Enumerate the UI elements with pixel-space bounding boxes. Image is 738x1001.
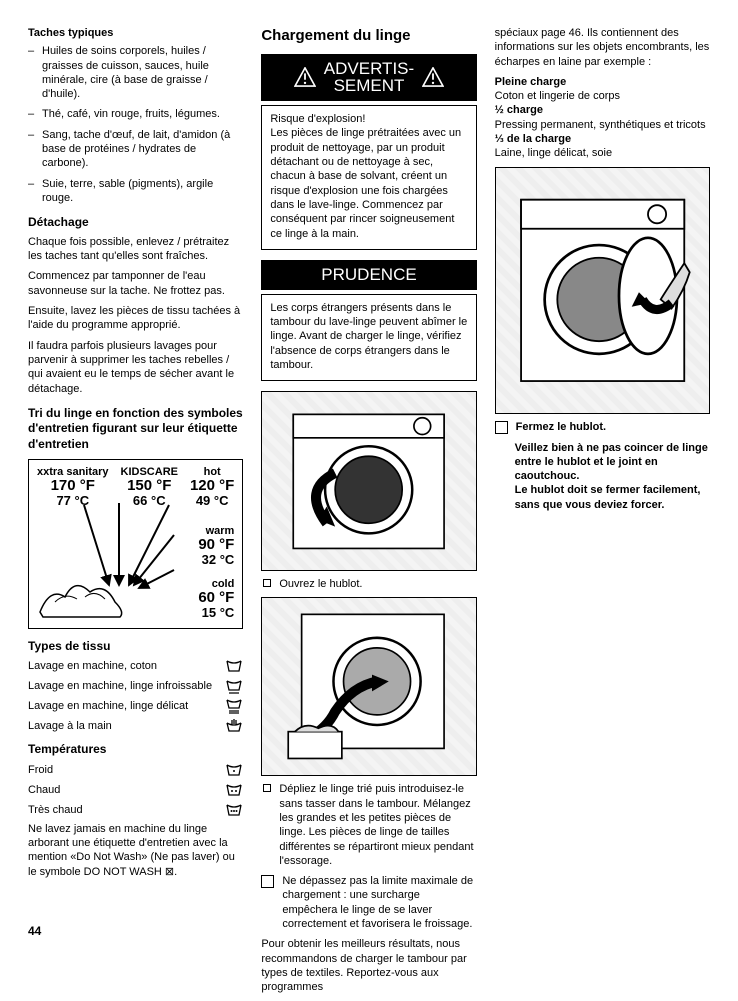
taches-title: Taches typiques xyxy=(28,26,243,40)
warning-triangle-icon xyxy=(294,67,316,87)
advert-title: ADVERTIS- SEMENT xyxy=(324,60,414,96)
tiers-body: Laine, linge délicat, soie xyxy=(495,147,612,159)
detachage-text: Chaque fois possible, enlevez / prétrait… xyxy=(28,235,243,264)
types-title: Types de tissu xyxy=(28,639,243,655)
detachage-text: Ensuite, lavez les pièces de tissu taché… xyxy=(28,304,243,333)
washer-icon xyxy=(278,406,459,557)
tache-item: Sang, tache d'œuf, de lait, d'amidon (à … xyxy=(42,128,243,171)
prudence-body: Les corps étrangers présents dans le tam… xyxy=(270,301,467,372)
bullet-icon xyxy=(263,784,271,792)
fabric-row: Lavage en machine, coton xyxy=(28,658,243,674)
pleine-body: Coton et lingerie de corps xyxy=(495,90,620,102)
temp-row-label: Très chaud xyxy=(28,803,83,817)
taches-list: Huiles de soins corporels, huiles / grai… xyxy=(28,44,243,205)
step-text: Dépliez le linge trié puis introduisez-l… xyxy=(279,782,476,868)
fabric-label: Lavage en machine, coton xyxy=(28,659,157,673)
warning-triangle-icon xyxy=(422,67,444,87)
tache-item: Thé, café, vin rouge, fruits, légumes. xyxy=(42,107,243,121)
pleine-title: Pleine charge xyxy=(495,76,567,88)
column-1: Taches typiques Huiles de soins corporel… xyxy=(28,26,243,1001)
handwash-icon xyxy=(225,718,243,734)
washer-load-icon xyxy=(278,611,459,762)
temp-f: 60 °F xyxy=(198,590,234,606)
washer-close-icon xyxy=(512,186,693,395)
temp-c: 15 °C xyxy=(198,606,234,620)
wash-temp-icon xyxy=(225,802,243,818)
bullet-icon xyxy=(263,579,271,587)
fabric-label: Lavage en machine, linge infroissable xyxy=(28,679,212,693)
temperature-diagram: xxtra sanitary170 °F77 °C KIDSCARE150 °F… xyxy=(28,459,243,629)
fermez-text: Fermez le hublot. xyxy=(516,420,606,434)
temp-row: Très chaud xyxy=(28,802,243,818)
step-text: Ouvrez le hublot. xyxy=(279,577,362,591)
prudence-title: PRUDENCE xyxy=(321,266,416,284)
prudence-body-frame: Les corps étrangers présents dans le tam… xyxy=(261,294,476,381)
temperatures-title: Températures xyxy=(28,742,243,758)
checkbox-icon xyxy=(495,421,508,434)
detachage-text: Commencez par tamponner de l'eau savonne… xyxy=(28,269,243,298)
intro-text: spéciaux page 46. Ils contiennent des in… xyxy=(495,26,710,69)
wash-icon xyxy=(225,658,243,674)
veillez-text: Veillez bien à ne pas coincer de linge e… xyxy=(515,441,710,512)
wash-temp-icon xyxy=(225,782,243,798)
demi-body: Pressing permanent, synthétiques et tric… xyxy=(495,119,706,131)
demi-title: ½ charge xyxy=(495,104,543,116)
temp-f: 170 °F xyxy=(51,477,95,494)
page-number: 44 xyxy=(28,924,41,940)
pour-obtenir-text: Pour obtenir les meilleurs résultats, no… xyxy=(261,937,476,994)
temp-c: 49 °C xyxy=(196,493,229,508)
tache-item: Huiles de soins corporels, huiles / grai… xyxy=(42,44,243,101)
fabric-row: Lavage en machine, linge infroissable xyxy=(28,678,243,694)
advert-body-frame: Risque d'explosion! Les pièces de linge … xyxy=(261,105,476,250)
temp-row-label: Froid xyxy=(28,763,53,777)
chargement-title: Chargement du linge xyxy=(261,26,476,46)
fabric-label: Lavage à la main xyxy=(28,719,112,733)
wash-temp-icon xyxy=(225,762,243,778)
checkbox-row: Ne dépassez pas la limite maximale de ch… xyxy=(261,874,476,931)
temp-c: 32 °C xyxy=(198,553,234,567)
tiers-title: ⅓ de la charge xyxy=(495,133,571,145)
wash-icon xyxy=(225,678,243,694)
advertisement-banner: ADVERTIS- SEMENT xyxy=(261,54,476,102)
washer-open-image xyxy=(261,391,476,570)
tache-item: Suie, terre, sable (pigments), argile ro… xyxy=(42,177,243,206)
fabric-row: Lavage en machine, linge délicat xyxy=(28,698,243,714)
detachage-title: Détachage xyxy=(28,215,243,231)
step-row: Dépliez le linge trié puis introduisez-l… xyxy=(261,782,476,868)
temp-f: 120 °F xyxy=(190,477,234,494)
checkbox-icon xyxy=(261,875,274,888)
temp-f: 90 °F xyxy=(198,537,234,553)
column-3: spéciaux page 46. Ils contiennent des in… xyxy=(495,26,710,1001)
column-2: Chargement du linge ADVERTIS- SEMENT Ris… xyxy=(261,26,476,1001)
checkbox-row: Fermez le hublot. xyxy=(495,420,710,434)
advert-body: Risque d'explosion! Les pièces de linge … xyxy=(270,112,467,241)
wash-icon xyxy=(225,698,243,714)
temp-row: Chaud xyxy=(28,782,243,798)
detachage-text: Il faudra parfois plusieurs lavages pour… xyxy=(28,339,243,396)
step-row: Ouvrez le hublot. xyxy=(261,577,476,591)
prudence-banner: PRUDENCE xyxy=(261,260,476,290)
tri-title: Tri du linge en fonction des symboles d'… xyxy=(28,406,243,453)
fabric-row: Lavage à la main xyxy=(28,718,243,734)
do-not-wash-note: Ne lavez jamais en machine du linge arbo… xyxy=(28,822,243,879)
washer-load-image xyxy=(261,597,476,776)
fabric-label: Lavage en machine, linge délicat xyxy=(28,699,188,713)
arrows-icon xyxy=(74,500,184,595)
temp-row: Froid xyxy=(28,762,243,778)
temp-row-label: Chaud xyxy=(28,783,60,797)
checkbox-text: Ne dépassez pas la limite maximale de ch… xyxy=(282,874,476,931)
page-columns: Taches typiques Huiles de soins corporel… xyxy=(28,26,710,1001)
washer-close-image xyxy=(495,167,710,415)
temp-f: 150 °F xyxy=(127,477,171,494)
